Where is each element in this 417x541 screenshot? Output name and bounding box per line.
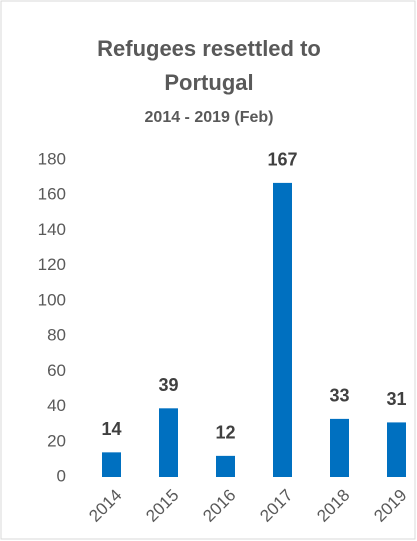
x-tick-label: 2014 bbox=[85, 486, 125, 526]
y-tick-label: 140 bbox=[38, 220, 66, 239]
data-label: 31 bbox=[386, 389, 406, 409]
bar bbox=[387, 422, 406, 477]
y-tick-label: 180 bbox=[38, 149, 66, 168]
y-tick-label: 0 bbox=[57, 466, 66, 485]
data-label: 167 bbox=[267, 150, 297, 170]
bar bbox=[216, 455, 235, 477]
y-tick-label: 60 bbox=[47, 361, 66, 380]
x-tick-label: 2016 bbox=[199, 486, 239, 526]
y-tick-label: 120 bbox=[38, 255, 66, 274]
bar bbox=[273, 182, 292, 477]
y-tick-label: 20 bbox=[47, 431, 66, 450]
x-tick-label: 2017 bbox=[256, 486, 296, 526]
data-label: 14 bbox=[101, 419, 121, 439]
chart-title: Refugees resettled to Portugal bbox=[97, 36, 321, 95]
y-tick-label: 100 bbox=[38, 290, 66, 309]
bar bbox=[330, 418, 349, 477]
chart-subtitle: 2014 - 2019 (Feb) bbox=[145, 109, 274, 126]
data-label: 39 bbox=[158, 375, 178, 395]
y-tick-label: 40 bbox=[47, 396, 66, 415]
x-tick-label: 2019 bbox=[370, 486, 410, 526]
y-tick-label: 160 bbox=[38, 185, 66, 204]
data-label: 33 bbox=[329, 386, 349, 406]
data-label: 12 bbox=[215, 423, 235, 443]
y-tick-label: 80 bbox=[47, 326, 66, 345]
bar bbox=[159, 408, 178, 477]
bar bbox=[102, 452, 121, 477]
x-tick-label: 2018 bbox=[313, 486, 353, 526]
x-tick-label: 2015 bbox=[142, 486, 182, 526]
